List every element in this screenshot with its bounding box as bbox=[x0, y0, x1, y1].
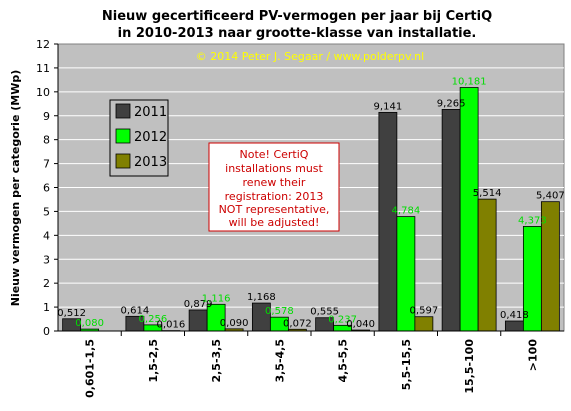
bar-2012-6 bbox=[459, 87, 479, 332]
x-tick-label: 2,5-3,5 bbox=[210, 339, 223, 383]
x-tick-label: 4,5-5,5 bbox=[337, 339, 350, 383]
data-label-2011-7: 0,418 bbox=[500, 310, 529, 321]
legend-swatch-2013 bbox=[115, 153, 131, 169]
x-tick-label: 5,5-15,5 bbox=[400, 339, 413, 390]
bar-2013-5 bbox=[414, 316, 434, 332]
x-tick-label: 15,5-100 bbox=[463, 339, 476, 394]
chart-title: Nieuw gecertificeerd PV-vermogen per jaa… bbox=[102, 9, 492, 24]
data-label-2013-7: 5,407 bbox=[536, 191, 565, 202]
bar-2011-2 bbox=[188, 309, 208, 332]
annotation-line-1: Note! CertiQ bbox=[240, 148, 309, 161]
y-tick-label: 6 bbox=[43, 182, 50, 195]
chart-subtitle: in 2010-2013 naar grootte-klasse van ins… bbox=[118, 26, 477, 41]
y-tick-label: 3 bbox=[43, 253, 50, 266]
y-tick-label: 12 bbox=[36, 38, 50, 51]
copyright-text: © 2014 Peter J. Segaar / www.polderpv.nl bbox=[196, 50, 424, 63]
data-label-2012-6: 10,181 bbox=[452, 77, 487, 88]
data-label-2012-0: 0,080 bbox=[75, 318, 104, 329]
annotation-note: Note! CertiQ installations must renew th… bbox=[208, 142, 340, 232]
legend: 2011 2012 2013 bbox=[109, 99, 169, 177]
annotation-line-6: will be adjusted! bbox=[229, 216, 320, 229]
data-label-2013-1: 0,016 bbox=[157, 320, 186, 331]
y-tick-label: 7 bbox=[43, 158, 50, 171]
y-tick-label: 11 bbox=[36, 62, 50, 75]
data-label-2012-2: 1,116 bbox=[202, 293, 231, 304]
y-tick-label: 5 bbox=[43, 205, 50, 218]
data-label-2013-6: 5,514 bbox=[473, 188, 502, 199]
annotation-line-3: renew their bbox=[243, 176, 306, 189]
legend-label-2012: 2012 bbox=[134, 130, 167, 145]
y-tick-label: 4 bbox=[43, 229, 50, 242]
x-tick-label: 0,601-1,5 bbox=[84, 339, 97, 398]
data-label-2011-2: 0,879 bbox=[184, 299, 213, 310]
data-label-2011-6: 9,265 bbox=[437, 98, 466, 109]
x-tick-label: >100 bbox=[526, 339, 539, 372]
y-tick-label: 1 bbox=[43, 301, 50, 314]
y-tick-label: 0 bbox=[43, 325, 50, 338]
y-tick-label: 10 bbox=[36, 86, 50, 99]
bar-2011-7 bbox=[504, 320, 524, 332]
legend-swatch-2011 bbox=[115, 103, 131, 119]
data-label-2013-3: 0,072 bbox=[283, 318, 312, 329]
data-label-2012-4: 0,237 bbox=[328, 314, 357, 325]
data-label-2012-1: 0,256 bbox=[139, 314, 168, 325]
data-label-2013-2: 0,090 bbox=[220, 318, 249, 329]
legend-label-2013: 2013 bbox=[134, 155, 167, 170]
data-label-2011-5: 9,141 bbox=[374, 101, 403, 112]
annotation-line-4: registration: 2013 bbox=[225, 190, 324, 203]
y-axis-label: Nieuw vermogen per categorie (MWp) bbox=[9, 70, 22, 307]
annotation-line-2: installations must bbox=[225, 162, 323, 175]
y-tick-label: 2 bbox=[43, 277, 50, 290]
x-tick-label: 3,5-4,5 bbox=[273, 339, 286, 383]
data-label-2011-3: 1,168 bbox=[247, 292, 276, 303]
data-label-2011-0: 0,512 bbox=[57, 308, 86, 319]
legend-swatch-2012 bbox=[115, 128, 131, 144]
data-label-2013-4: 0,040 bbox=[346, 319, 375, 330]
legend-label-2011: 2011 bbox=[134, 105, 167, 120]
bar-2011-6 bbox=[441, 109, 461, 332]
annotation-line-5: NOT representative, bbox=[219, 203, 330, 216]
y-tick-label: 8 bbox=[43, 134, 50, 147]
y-tick-label: 9 bbox=[43, 110, 50, 123]
data-label-2011-1: 0,614 bbox=[121, 305, 150, 316]
data-label-2013-5: 0,597 bbox=[410, 306, 439, 317]
annotation-box bbox=[208, 142, 340, 232]
x-axis-ticks: 0,601-1,5 1,5-2,5 2,5-3,5 3,5-4,5 4,5-5,5 5,5… bbox=[57, 44, 564, 398]
x-tick-label: 1,5-2,5 bbox=[147, 339, 160, 383]
data-label-2012-5: 4,784 bbox=[392, 206, 421, 217]
data-label-2012-7: 4,373 bbox=[518, 215, 547, 226]
data-label-2012-3: 0,578 bbox=[265, 306, 294, 317]
bar-2011-5 bbox=[378, 111, 398, 332]
data-label-2011-4: 0,555 bbox=[310, 307, 339, 318]
bar-2013-6 bbox=[477, 198, 497, 332]
